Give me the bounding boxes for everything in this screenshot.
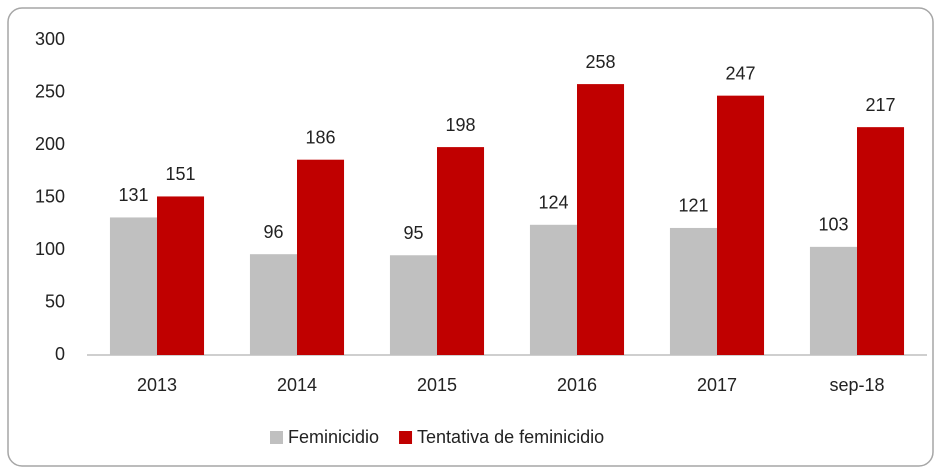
- data-label: 151: [165, 164, 195, 184]
- data-label: 247: [725, 63, 755, 83]
- bar: [437, 147, 485, 355]
- legend-label: Feminicidio: [288, 427, 379, 447]
- y-tick-label: 300: [35, 29, 65, 49]
- legend-label: Tentativa de feminicidio: [417, 427, 604, 447]
- y-tick-label: 150: [35, 186, 65, 206]
- bar: [857, 127, 905, 356]
- legend-swatch: [270, 431, 283, 444]
- data-label: 96: [263, 222, 283, 242]
- bar: [109, 217, 157, 355]
- data-label: 217: [865, 95, 895, 115]
- x-tick-label: sep-18: [829, 375, 884, 395]
- y-tick-label: 250: [35, 81, 65, 101]
- data-label: 121: [678, 196, 708, 216]
- data-label: 131: [118, 185, 148, 205]
- bar: [717, 95, 765, 356]
- data-label: 103: [818, 215, 848, 235]
- bar: [249, 254, 297, 355]
- data-label: 124: [538, 193, 568, 213]
- bar: [297, 159, 345, 355]
- bar: [157, 196, 205, 355]
- bar: [529, 224, 577, 355]
- x-tick-label: 2017: [697, 375, 737, 395]
- bar: [577, 84, 625, 355]
- x-tick-label: 2013: [137, 375, 177, 395]
- x-tick-label: 2014: [277, 375, 317, 395]
- bar: [669, 227, 717, 355]
- data-label: 186: [305, 127, 335, 147]
- legend-swatch: [399, 431, 413, 444]
- x-tick-label: 2015: [417, 375, 457, 395]
- data-label: 198: [445, 115, 475, 135]
- y-tick-label: 0: [55, 344, 65, 364]
- y-tick-label: 50: [45, 291, 65, 311]
- y-tick-label: 200: [35, 134, 65, 154]
- x-tick-label: 2016: [557, 375, 597, 395]
- y-tick-label: 100: [35, 239, 65, 259]
- bar: [809, 246, 857, 355]
- bar: [389, 255, 437, 355]
- data-label: 95: [403, 223, 423, 243]
- data-label: 258: [585, 52, 615, 72]
